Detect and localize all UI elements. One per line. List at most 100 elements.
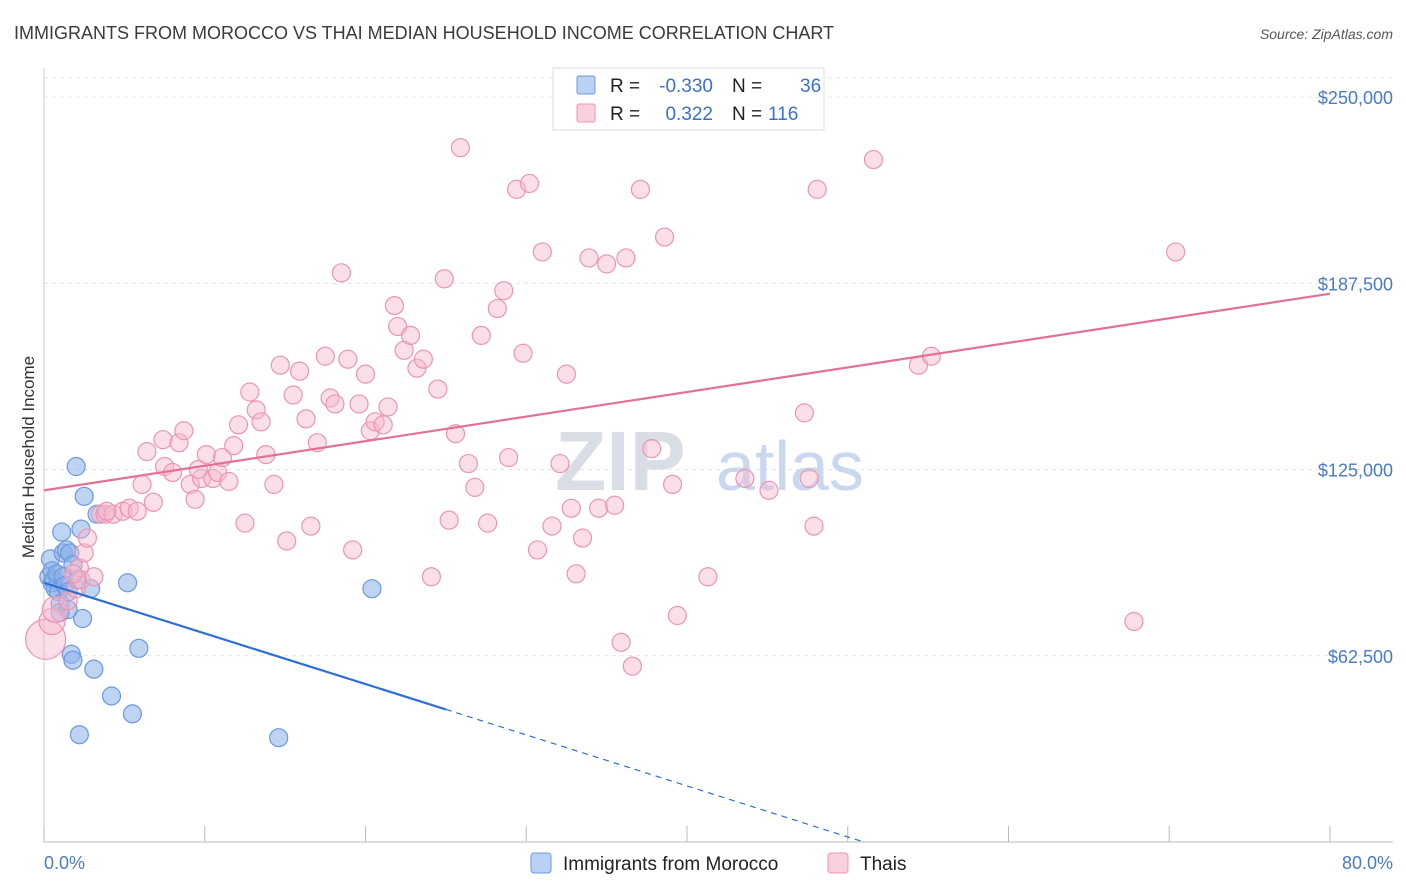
thais-point-33: [228, 415, 249, 435]
legend-swatch-morocco: [576, 75, 596, 95]
thais-point-35: [240, 382, 260, 402]
thais-point-115: [188, 459, 208, 480]
thais-point-1: [38, 607, 66, 636]
thais-point-57: [373, 415, 393, 435]
thais-point-58: [378, 397, 398, 417]
thais-point-22: [169, 433, 189, 453]
morocco-point-28: [84, 659, 104, 679]
bottom-legend-label-morocco: Immigrants from Morocco: [563, 854, 778, 875]
legend-swatch-thais: [576, 103, 596, 123]
thais-point-111: [1124, 611, 1144, 632]
thais-point-65: [421, 567, 442, 587]
stats-legend-box: [552, 67, 825, 131]
thais-point-73: [471, 325, 491, 345]
legend-n-label-morocco: N =: [732, 76, 762, 97]
thais-point-32: [224, 436, 244, 456]
thais-point-9: [84, 567, 104, 587]
thais-point-31: [219, 471, 239, 492]
thais-point-92: [605, 495, 625, 515]
thais-point-70: [450, 138, 470, 158]
series-morocco-points: [39, 456, 382, 748]
bottom-legend-label-thais: Thais: [860, 854, 906, 875]
thais-point-84: [550, 453, 570, 474]
thais-point-85: [556, 364, 577, 384]
thais-point-24: [180, 474, 200, 494]
thais-point-94: [616, 248, 636, 268]
legend-n-value-morocco: 36: [800, 76, 821, 97]
thais-point-88: [572, 528, 593, 548]
legend-r-label-morocco: R =: [610, 76, 640, 97]
thais-point-37: [251, 412, 271, 432]
legend-n-value-thais: 116: [768, 104, 798, 125]
thais-point-99: [662, 474, 683, 494]
chart-title: IMMIGRANTS FROM MOROCCO VS THAI MEDIAN H…: [14, 23, 834, 43]
thais-point-39: [264, 474, 284, 494]
morocco-point-25: [72, 608, 93, 629]
thais-point-67: [434, 269, 454, 289]
thais-point-0: [25, 618, 67, 660]
thais-point-45: [301, 516, 321, 536]
thais-point-18: [143, 492, 163, 512]
thais-point-106: [804, 516, 824, 536]
thais-point-108: [863, 149, 884, 170]
thais-point-76: [494, 281, 514, 301]
thais-point-107: [807, 179, 827, 199]
thais-point-7: [74, 543, 94, 563]
thais-point-71: [458, 453, 478, 474]
morocco-point-35: [362, 579, 382, 599]
morocco-trendline-extension: [445, 708, 865, 843]
thais-point-64: [413, 349, 433, 369]
thais-point-43: [289, 361, 310, 381]
morocco-point-30: [101, 686, 122, 706]
gridlines: [44, 77, 1393, 657]
thais-point-81: [527, 540, 548, 560]
thais-point-112: [1166, 242, 1186, 262]
thais-point-113: [63, 564, 83, 584]
thais-point-27: [196, 445, 216, 465]
thais-point-104: [794, 403, 814, 423]
thais-point-23: [174, 421, 194, 441]
morocco-point-23: [69, 725, 89, 745]
thais-point-96: [630, 179, 650, 199]
morocco-point-32: [122, 704, 143, 724]
y-tick-label-0: $62,500: [1328, 647, 1393, 667]
stats-legend: R = -0.330 N = 36 R = 0.322 N = 116: [552, 67, 825, 131]
thais-point-75: [487, 298, 507, 319]
morocco-point-31: [117, 573, 138, 593]
morocco-point-33: [129, 638, 149, 658]
thais-trendline: [43, 292, 1331, 492]
morocco-point-19: [63, 650, 83, 670]
thais-point-100: [667, 605, 687, 626]
legend-r-label-thais: R =: [610, 104, 640, 125]
morocco-trendline: [43, 581, 447, 711]
thais-point-102: [735, 468, 755, 489]
thais-point-80: [519, 173, 540, 194]
x-tick-label-left: 0.0%: [44, 853, 85, 873]
thais-point-53: [349, 394, 369, 414]
legend-n-label-thais: N =: [732, 104, 762, 125]
y-tick-label-2: $187,500: [1318, 274, 1393, 294]
y-tick-label-1: $125,000: [1318, 461, 1393, 481]
thais-point-34: [235, 513, 255, 533]
thais-point-50: [331, 263, 351, 283]
thais-point-17: [137, 442, 157, 462]
thais-point-90: [588, 498, 609, 518]
thais-point-68: [439, 510, 459, 530]
thais-point-51: [338, 349, 358, 369]
thais-point-54: [355, 364, 376, 384]
thais-point-42: [283, 385, 303, 405]
thais-point-89: [579, 248, 599, 268]
thais-point-25: [185, 489, 205, 509]
chart-source: Source: ZipAtlas.com: [1260, 26, 1393, 42]
y-tick-labels: $62,500 $125,000 $187,500 $250,000: [1318, 88, 1393, 667]
thais-point-82: [532, 242, 552, 262]
watermark-zip: ZIP: [555, 414, 686, 508]
thais-point-79: [513, 343, 533, 363]
morocco-point-26: [74, 486, 94, 506]
morocco-point-34: [269, 728, 289, 748]
series-thais-points: [25, 138, 1186, 676]
thais-point-86: [561, 498, 581, 518]
thais-point-40: [270, 355, 290, 375]
x-tick-marks: [43, 826, 1331, 842]
